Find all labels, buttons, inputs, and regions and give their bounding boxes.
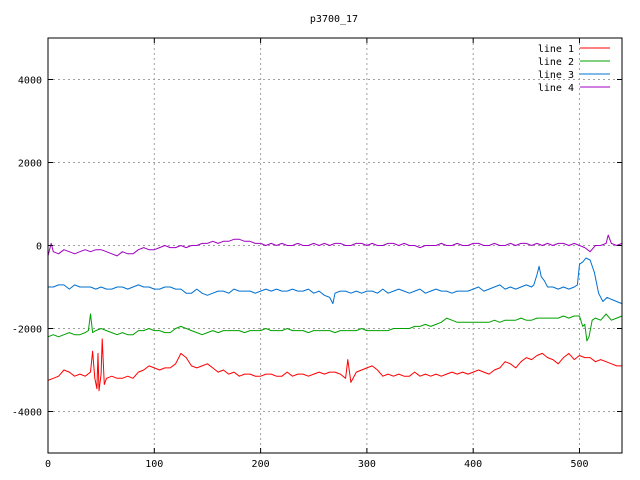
legend: line 1 line 2 line 3 line 4	[538, 44, 610, 94]
series-line-2	[47, 313, 623, 342]
legend-label-4: line 4	[538, 83, 574, 94]
series-line-3	[48, 257, 623, 305]
chart-title: p3700_17	[310, 14, 358, 25]
series-line-1	[47, 338, 622, 392]
y-tick-label: 0	[36, 242, 42, 253]
x-tick-label: 200	[252, 459, 270, 470]
x-tick-label: 400	[464, 459, 482, 470]
series-group	[47, 234, 623, 392]
series-line-4	[47, 234, 623, 257]
legend-label-2: line 2	[538, 57, 574, 68]
x-tick-label: 300	[358, 459, 376, 470]
y-tick-label: -4000	[12, 408, 42, 419]
y-tick-label: 4000	[18, 76, 42, 87]
y-tick-label: -2000	[12, 325, 42, 336]
x-tick-label: 100	[145, 459, 163, 470]
axis-ticks: 0 100 200 300 400 500 -4000 -2000 0 2000 4000	[12, 38, 622, 470]
y-tick-label: 2000	[18, 159, 42, 170]
legend-label-3: line 3	[538, 70, 574, 81]
x-tick-label: 500	[570, 459, 588, 470]
x-tick-label: 0	[45, 459, 51, 470]
legend-label-1: line 1	[538, 44, 574, 55]
grid	[48, 38, 622, 453]
